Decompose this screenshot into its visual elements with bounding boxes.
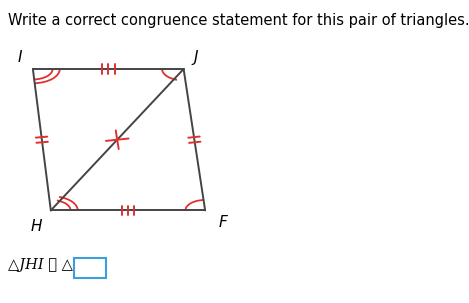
Text: △JHI ≅ △: △JHI ≅ △: [8, 258, 73, 272]
FancyBboxPatch shape: [74, 258, 106, 278]
Text: I: I: [18, 50, 23, 65]
Text: F: F: [219, 215, 227, 230]
Text: J: J: [194, 50, 198, 65]
Text: Write a correct congruence statement for this pair of triangles.: Write a correct congruence statement for…: [8, 13, 469, 28]
Text: H: H: [30, 219, 42, 234]
